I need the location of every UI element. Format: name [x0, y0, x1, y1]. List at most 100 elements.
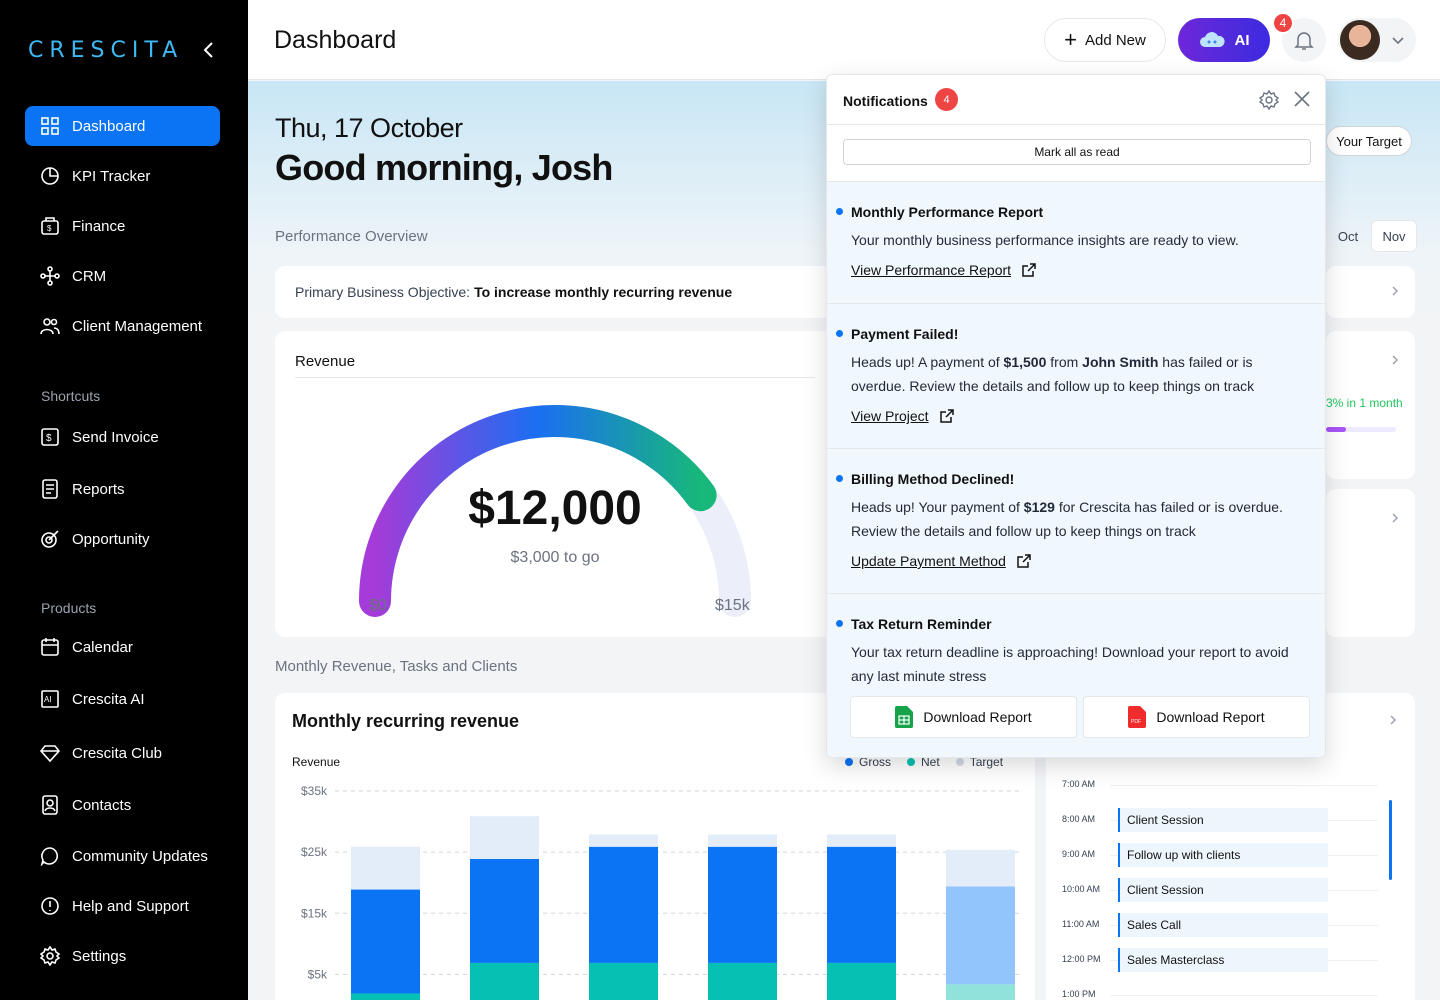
chart-title: Monthly recurring revenue	[292, 711, 520, 731]
time-label: 9:00 AM	[1062, 849, 1096, 859]
bar-target	[946, 849, 1015, 887]
sidebar-item-label: CRM	[72, 267, 107, 285]
growth-card[interactable]: 3% in 1 month	[1326, 331, 1415, 479]
wallet-icon: $	[41, 217, 59, 235]
sidebar-item-settings[interactable]: Settings	[25, 936, 220, 976]
target-icon	[41, 530, 59, 548]
ai-icon: AI	[41, 690, 59, 708]
sidebar-item-client-management[interactable]: Client Management	[25, 306, 220, 346]
notification-title: Payment Failed!	[851, 326, 959, 342]
chart-legend: Gross Net Target	[845, 755, 1003, 769]
info-icon	[41, 897, 59, 915]
sidebar-item-reports[interactable]: Reports	[25, 469, 220, 509]
bar-net	[351, 993, 420, 1000]
chevron-left-icon[interactable]	[200, 36, 218, 64]
calendar-event[interactable]: Sales Masterclass	[1118, 948, 1328, 972]
time-label: 12:00 PM	[1062, 954, 1101, 964]
download-sheet-button[interactable]: Download Report	[850, 696, 1077, 738]
tab-nov[interactable]: Nov	[1371, 220, 1417, 252]
notification-body: Heads up! A payment of $1,500 from John …	[851, 354, 1255, 394]
sidebar-item-crm[interactable]: CRM	[25, 256, 220, 296]
time-divider	[1110, 785, 1378, 786]
sidebar-item-label: Crescita AI	[72, 690, 145, 708]
add-new-label: Add New	[1084, 31, 1146, 49]
chevron-down-icon	[1392, 37, 1404, 45]
greeting: Good morning, Josh	[275, 147, 613, 188]
view-performance-report-link[interactable]: View Performance Report	[851, 262, 1037, 278]
divider	[295, 377, 815, 378]
sidebar-item-label: Crescita Club	[72, 744, 163, 762]
sidebar-item-send-invoice[interactable]: $ Send Invoice	[25, 417, 220, 457]
bar-net	[827, 962, 896, 1000]
sidebar-item-kpi-tracker[interactable]: KPI Tracker	[25, 156, 220, 196]
notification-title: Tax Return Reminder	[851, 616, 992, 632]
pdf-icon: PDF	[1128, 706, 1147, 728]
business-objective-card[interactable]: Primary Business Objective: To increase …	[275, 266, 835, 318]
download-pdf-button[interactable]: PDF Download Report	[1083, 696, 1310, 738]
y-tick-label: $5k	[308, 967, 328, 981]
sidebar-item-finance[interactable]: $ Finance	[25, 206, 220, 246]
calendar-event[interactable]: Sales Call	[1118, 913, 1328, 937]
bar-net	[589, 962, 658, 1000]
objective-prefix: Primary Business Objective:	[295, 284, 471, 300]
month-tabs: Oct Nov	[1325, 220, 1417, 252]
revenue-to-go: $3,000 to go	[510, 549, 600, 566]
your-target-button[interactable]: Your Target	[1326, 126, 1412, 156]
tab-oct[interactable]: Oct	[1337, 228, 1359, 244]
stats-card[interactable]	[1326, 489, 1415, 637]
sidebar-item-calendar[interactable]: Calendar	[25, 627, 220, 667]
view-project-link[interactable]: View Project	[851, 408, 955, 424]
sidebar-item-help-and-support[interactable]: Help and Support	[25, 886, 220, 926]
time-label: 11:00 AM	[1062, 919, 1100, 929]
revenue-value: $12,000	[468, 482, 642, 535]
bar-net	[946, 984, 1015, 1000]
notification-body: Your monthly business performance insigh…	[851, 232, 1239, 248]
sidebar-item-opportunity[interactable]: Opportunity	[25, 519, 220, 559]
sidebar-item-community-updates[interactable]: Community Updates	[25, 836, 220, 876]
svg-text:$: $	[47, 224, 52, 233]
products-label: Products	[41, 600, 97, 616]
chevron-right-icon	[1392, 355, 1399, 365]
time-label: 8:00 AM	[1062, 814, 1096, 824]
growth-text: 3% in 1 month	[1326, 396, 1403, 410]
users-icon	[40, 318, 60, 335]
profile-menu[interactable]	[1338, 18, 1416, 62]
notification-title: Monthly Performance Report	[851, 204, 1044, 220]
sidebar-item-label: Dashboard	[72, 117, 146, 135]
close-icon[interactable]	[1292, 89, 1312, 109]
gear-icon[interactable]	[1259, 90, 1279, 110]
sidebar-item-contacts[interactable]: Contacts	[25, 785, 220, 825]
objective-card-right[interactable]	[1326, 266, 1415, 318]
bar-target	[827, 834, 896, 847]
mark-all-read-button[interactable]: Mark all as read	[843, 139, 1311, 165]
sidebar-item-crescita-club[interactable]: Crescita Club	[25, 733, 220, 773]
chat-icon	[40, 847, 59, 866]
calendar-scrollbar[interactable]	[1389, 800, 1392, 880]
notifications-button[interactable]	[1282, 18, 1326, 62]
sidebar-item-dashboard[interactable]: Dashboard	[25, 106, 220, 146]
bar-gross	[708, 846, 777, 963]
legend-net: Net	[907, 755, 940, 769]
sidebar-item-label: Help and Support	[72, 897, 189, 915]
notification-item: Billing Method Declined! Heads up! Your …	[827, 448, 1325, 593]
bar-target	[470, 816, 539, 859]
time-label: 1:00 PM	[1062, 989, 1096, 999]
sidebar-item-crescita-ai[interactable]: AI Crescita AI	[25, 679, 220, 719]
growth-bar	[1326, 427, 1396, 432]
update-payment-method-link[interactable]: Update Payment Method	[851, 553, 1032, 569]
notification-title: Billing Method Declined!	[851, 471, 1015, 487]
calendar-event[interactable]: Client Session	[1118, 878, 1328, 902]
calendar-event[interactable]: Client Session	[1118, 808, 1328, 832]
chevron-right-icon[interactable]	[1386, 713, 1400, 727]
calendar-event[interactable]: Follow up with clients	[1118, 843, 1328, 867]
performance-overview-label: Performance Overview	[275, 228, 428, 245]
bar-net	[470, 962, 539, 1000]
sidebar-item-label: Reports	[72, 480, 125, 498]
sidebar-item-label: Client Management	[72, 317, 203, 335]
chevron-right-icon	[1392, 286, 1399, 296]
ai-button[interactable]: AI	[1178, 18, 1270, 62]
sidebar-item-label: Community Updates	[72, 847, 208, 865]
sidebar-item-label: Calendar	[72, 638, 133, 656]
add-new-button[interactable]: + Add New	[1044, 18, 1166, 62]
page-title: Dashboard	[274, 26, 397, 54]
